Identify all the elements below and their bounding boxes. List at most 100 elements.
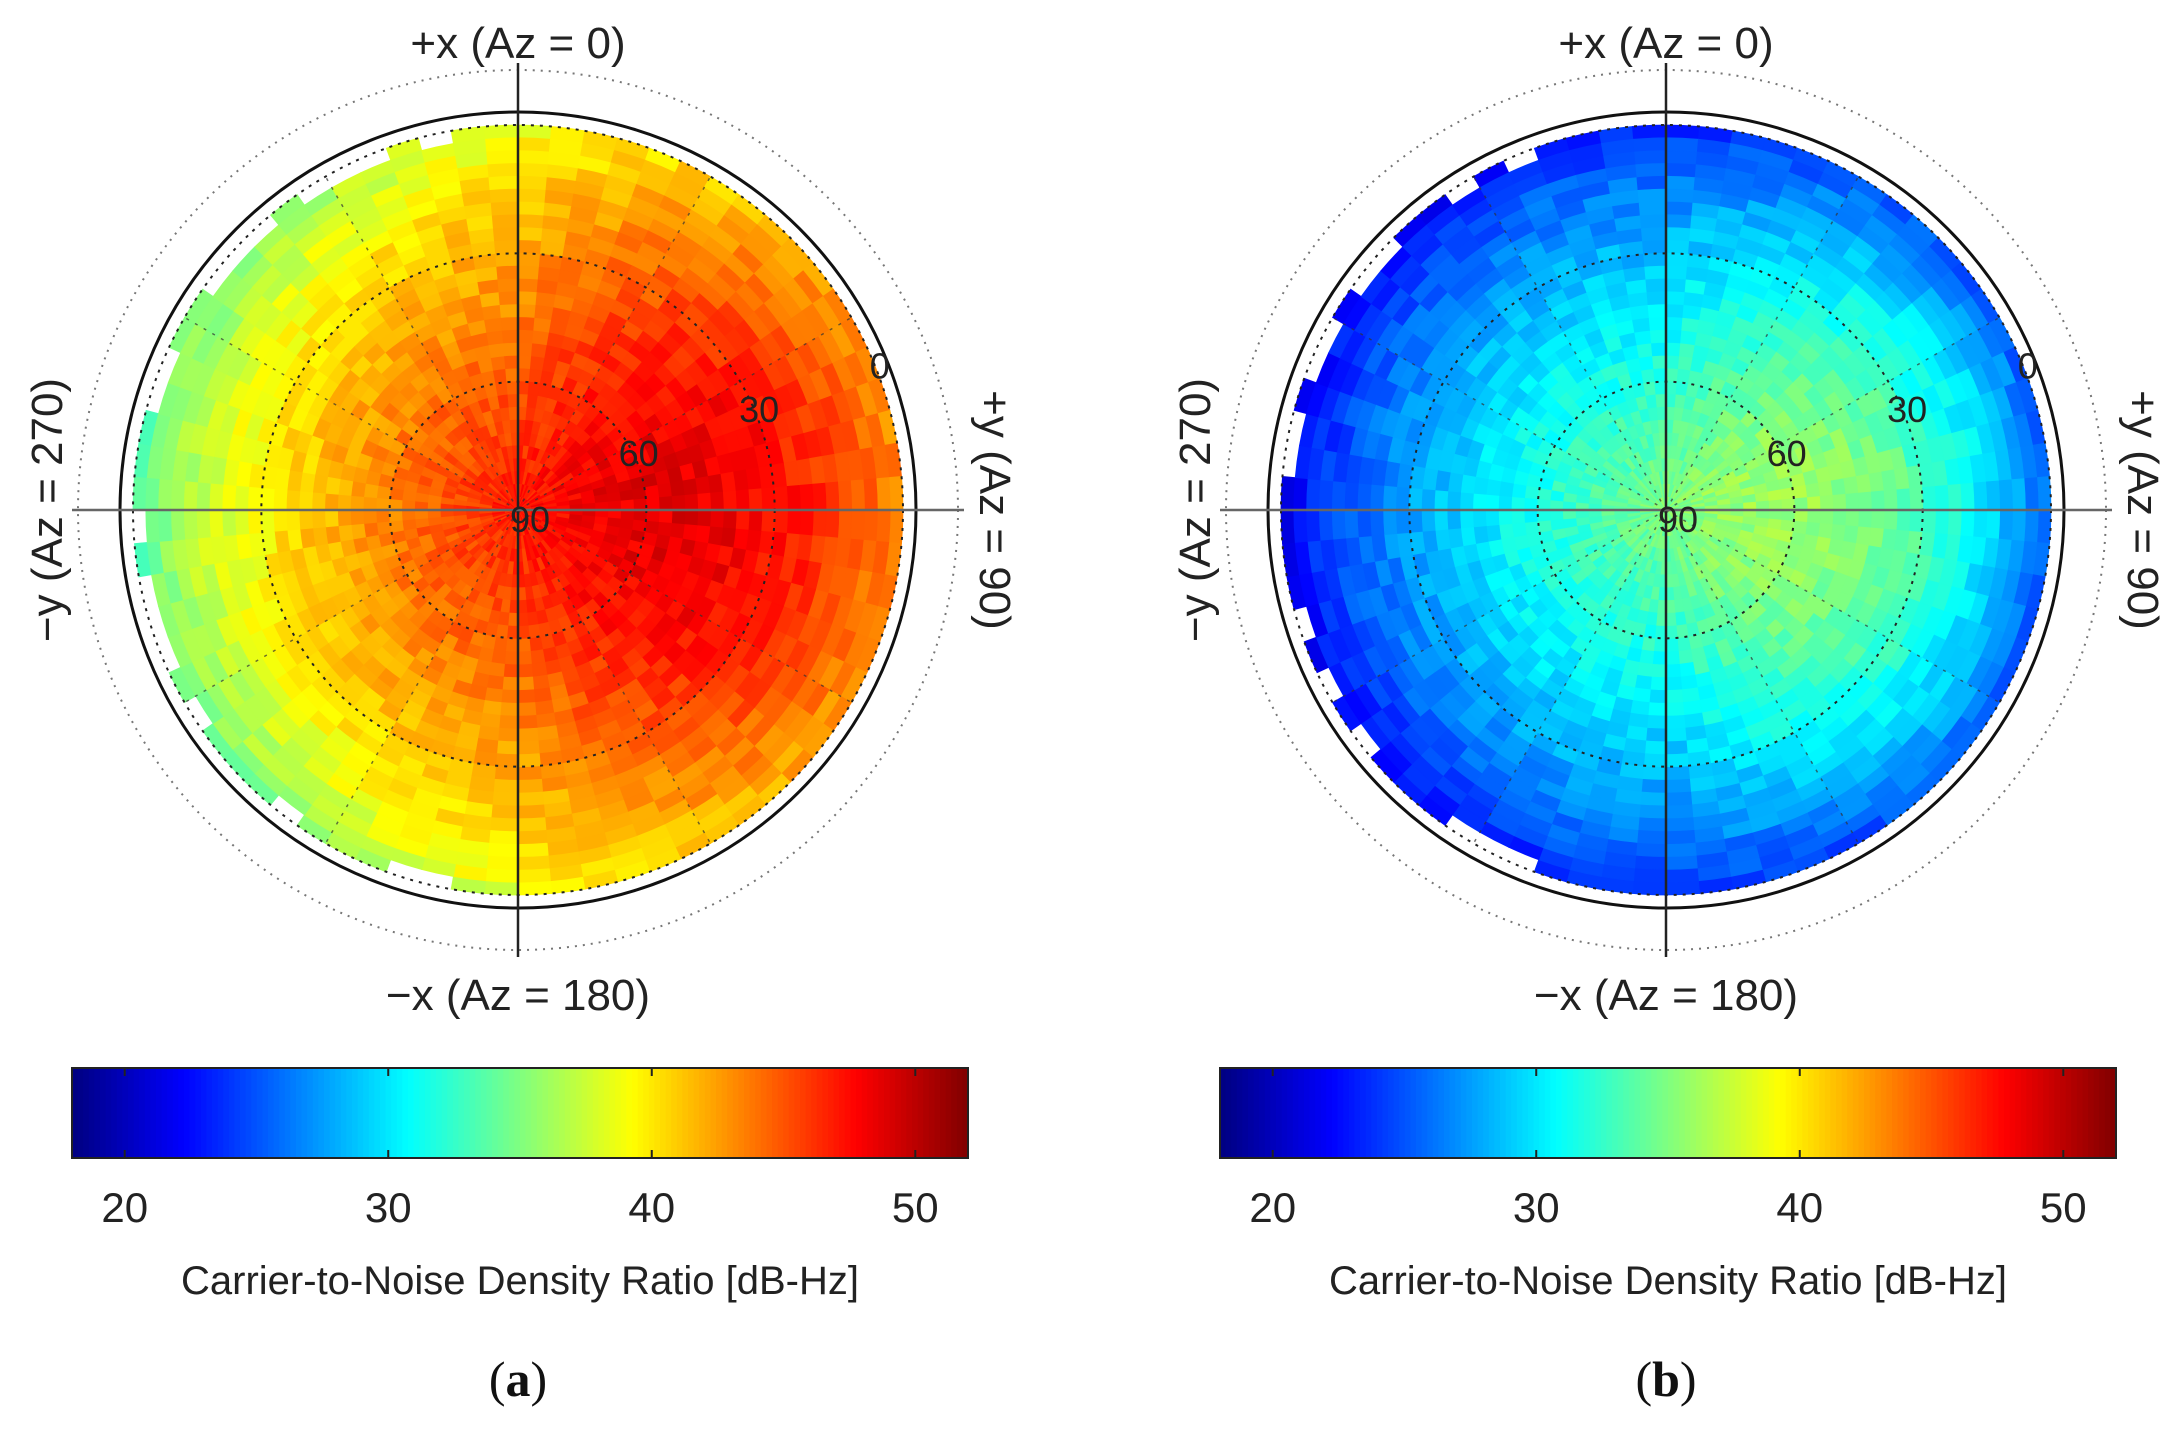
heatmap-cell [517, 252, 541, 268]
heatmap-cell [2010, 478, 2026, 511]
heatmap-cell [517, 214, 545, 230]
heatmap-cell [508, 406, 519, 421]
heatmap-cell [1646, 291, 1667, 306]
heatmap-cell [888, 509, 904, 544]
heatmap-cell [1635, 163, 1667, 179]
heatmap-cell [1844, 492, 1859, 511]
heatmap-cell [1665, 265, 1688, 281]
heatmap-cell [1882, 489, 1898, 511]
heatmap-cell [517, 599, 528, 614]
axis-label-bottom: −x (Az = 180) [1534, 971, 1798, 1020]
panel-letter-a: a [505, 1351, 531, 1407]
heatmap-cell [1511, 509, 1526, 524]
elevation-tick-label: 60 [1767, 433, 1807, 474]
heatmap-cell [1647, 407, 1659, 422]
panel-letter-b: b [1652, 1351, 1680, 1407]
heatmap-cell [1421, 488, 1437, 511]
heatmap-cell [1499, 522, 1515, 540]
heatmap-cell [1331, 509, 1347, 540]
heatmap-cell [1665, 880, 1700, 896]
heatmap-cell [1870, 509, 1885, 530]
heatmap-cell [504, 650, 519, 665]
heatmap-cell [1639, 214, 1667, 230]
heatmap-cell [286, 489, 302, 511]
heatmap-cell [517, 150, 550, 166]
heatmap-cell [1665, 714, 1686, 729]
heatmap-cell [145, 509, 161, 543]
heatmap-cell [402, 499, 417, 511]
heatmap-cell [402, 518, 418, 531]
heatmap-cell [606, 491, 621, 503]
heatmap-cell [1674, 610, 1687, 626]
heatmap-cell [325, 525, 342, 544]
heatmap-cell [517, 637, 531, 652]
heatmap-cell [1665, 790, 1693, 806]
heatmap-cell [485, 137, 519, 153]
heatmap-cell [376, 509, 391, 523]
panel-caption-a: (a) [488, 1351, 548, 1407]
heatmap-cell [1642, 765, 1667, 780]
heatmap-cell [532, 330, 550, 347]
heatmap-cell [709, 491, 724, 511]
heatmap-cell [1434, 509, 1450, 531]
heatmap-cell [158, 478, 174, 511]
heatmap-cell [773, 486, 788, 511]
heatmap-cell [2023, 477, 2039, 511]
heatmap-cell [1408, 487, 1424, 511]
heatmap-cell [1665, 752, 1689, 768]
heatmap-cell [760, 509, 776, 533]
heatmap-cell [299, 490, 314, 511]
heatmap-cell [1485, 493, 1501, 511]
heatmap-cell [1653, 368, 1667, 383]
heatmap-cell [1665, 240, 1690, 255]
heatmap-cell [1831, 493, 1847, 511]
heatmap-cell [1344, 509, 1360, 539]
heatmap-cell [1665, 329, 1683, 345]
heatmap-cell [364, 521, 380, 538]
heatmap-cell [734, 509, 750, 531]
heatmap-cell [1665, 201, 1694, 217]
heatmap-cell [1665, 829, 1696, 845]
heatmap-cell [414, 509, 429, 520]
heatmap-cell [517, 291, 538, 306]
heatmap-cell [1633, 867, 1667, 883]
heatmap-cell [248, 509, 263, 534]
heatmap-cell [517, 163, 549, 179]
heatmap-cell [389, 519, 405, 533]
heatmap-cell [196, 509, 212, 539]
heatmap-cell [1637, 816, 1667, 832]
heatmap-cell [1485, 509, 1501, 527]
heatmap-cell [670, 509, 686, 525]
heatmap-cell [488, 829, 519, 845]
heatmap-cell [1681, 317, 1700, 334]
heatmap-cell [1562, 509, 1577, 520]
heatmap-cell [1831, 509, 1847, 527]
heatmap-cell [2036, 476, 2052, 511]
heatmap-cell [632, 498, 647, 511]
heatmap-cell [681, 478, 698, 496]
heatmap-cell [658, 496, 673, 511]
elevation-tick-label: 0 [870, 345, 890, 386]
heatmap-cell [1632, 686, 1651, 703]
heatmap-cell [1665, 394, 1677, 409]
heatmap-cell [517, 701, 537, 716]
heatmap-cell [875, 477, 891, 511]
heatmap-cell [1646, 714, 1667, 729]
heatmap-cell [709, 509, 724, 529]
heatmap-cell [1655, 394, 1667, 409]
heatmap-cell [645, 509, 660, 523]
heatmap-cell [1665, 214, 1693, 230]
heatmap-cell [1653, 637, 1667, 652]
heatmap-cell [1396, 509, 1411, 534]
heatmap-cell [504, 355, 519, 370]
heatmap-cell [619, 499, 634, 511]
heatmap-cell [1634, 330, 1652, 347]
heatmap-cell [1537, 519, 1553, 533]
heatmap-cell [1818, 509, 1834, 525]
colorbar-tick-label: 30 [1513, 1184, 1560, 1231]
heatmap-cell [415, 517, 430, 529]
heatmap-cell [798, 483, 814, 511]
heatmap-cell [171, 509, 187, 541]
skyplot-a: +x (Az = 0) −x (Az = 180) −y (Az = 270) … [23, 19, 1019, 1303]
axis-label-top: +x (Az = 0) [410, 19, 625, 68]
